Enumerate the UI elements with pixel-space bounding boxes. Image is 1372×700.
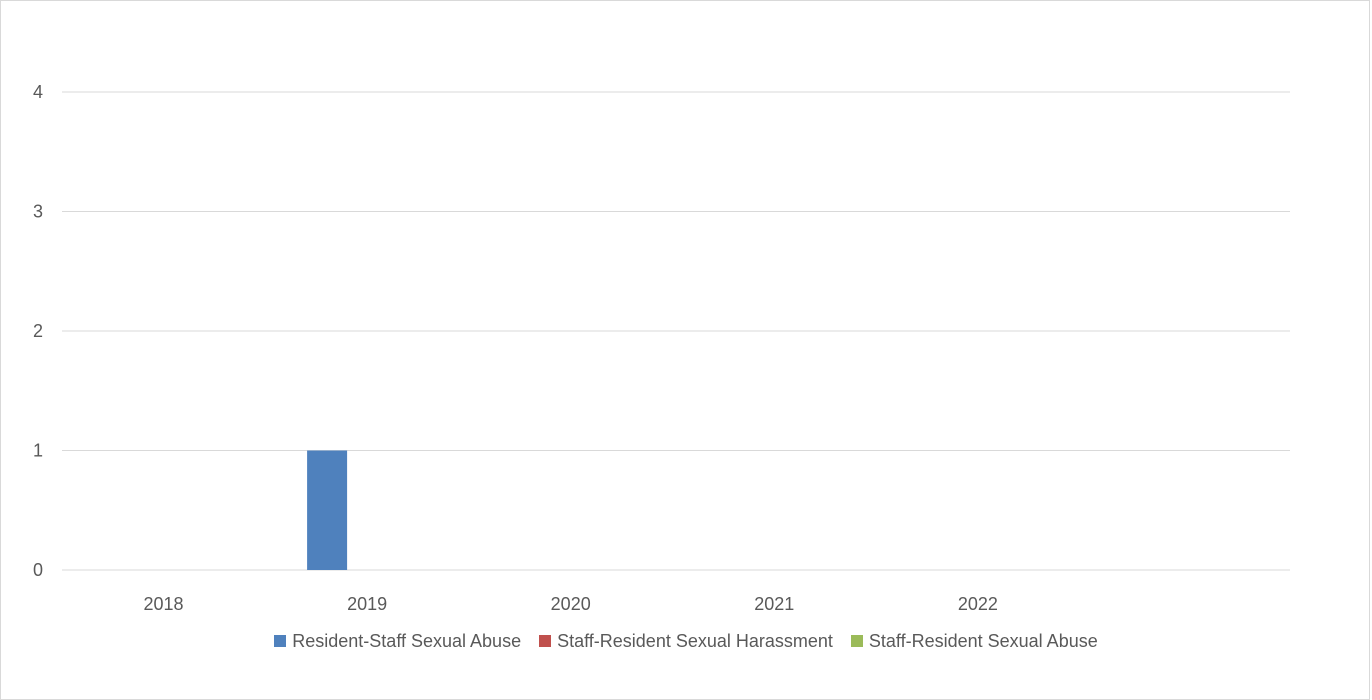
bar-resident-staff-sexual-abuse-2019 — [307, 450, 348, 570]
gridlines — [62, 91, 1290, 571]
y-axis-tick-labels: 0 1 2 3 4 — [33, 82, 43, 580]
legend-label: Staff-Resident Sexual Harassment — [557, 630, 833, 651]
y-tick-label: 3 — [33, 202, 43, 222]
x-tick-label: 2021 — [754, 594, 794, 614]
y-tick-label: 1 — [33, 441, 43, 461]
x-tick-label: 2022 — [958, 594, 998, 614]
y-tick-label: 0 — [33, 560, 43, 580]
legend-swatch — [539, 635, 552, 647]
legend-label: Resident-Staff Sexual Abuse — [292, 630, 522, 651]
legend-item: Resident-Staff Sexual Abuse — [274, 631, 521, 652]
legend-swatch — [850, 635, 863, 647]
bars — [307, 450, 348, 570]
legend: Resident-Staff Sexual Abuse Staff-Residen… — [0, 628, 1372, 654]
legend-item: Staff-Resident Sexual Harassment — [539, 631, 833, 652]
legend-item: Staff-Resident Sexual Abuse — [850, 630, 1098, 652]
legend-swatch — [274, 635, 287, 647]
x-axis-tick-labels: 2018 2019 2020 2021 2022 — [143, 594, 997, 614]
y-tick-label: 2 — [33, 321, 43, 341]
y-tick-label: 4 — [33, 82, 43, 102]
bar-chart: 0 1 2 3 4 2018 2019 2020 2021 2022 — [33, 82, 1290, 614]
x-tick-label: 2018 — [143, 594, 183, 614]
x-tick-label: 2019 — [347, 594, 387, 614]
legend-label: Staff-Resident Sexual Abuse — [868, 630, 1098, 651]
x-tick-label: 2020 — [551, 594, 591, 614]
